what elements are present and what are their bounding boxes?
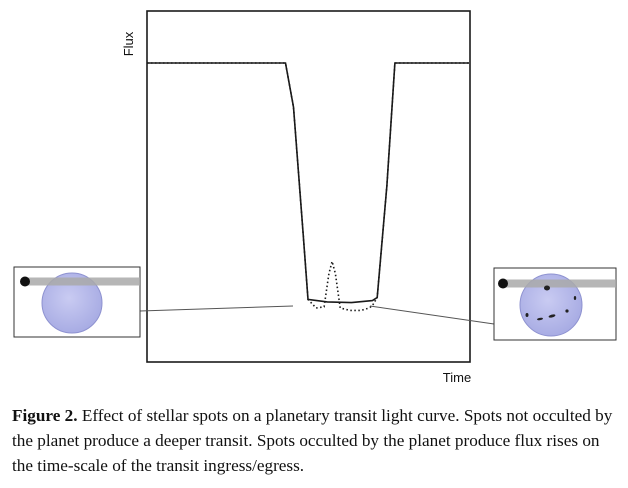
planet-track (503, 279, 616, 288)
stellar-spot (573, 296, 577, 300)
stellar-spot (565, 309, 569, 313)
connector-right (369, 305, 495, 325)
x-axis-label: Time (443, 370, 471, 385)
figure-label: Figure 2. (12, 406, 78, 425)
planet-track (25, 277, 140, 286)
star-disk (41, 272, 103, 334)
planet (20, 276, 30, 287)
light-curve-unspotted (147, 62, 469, 304)
stellar-spot (525, 313, 529, 317)
planet (498, 278, 508, 289)
stellar-spot (544, 285, 550, 291)
curves (147, 62, 469, 312)
figure-caption: Figure 2. Effect of stellar spots on a p… (12, 403, 620, 478)
inset-left (13, 266, 141, 338)
plot-area (146, 10, 471, 363)
stellar-spot (548, 314, 556, 318)
stellar-spot (537, 317, 543, 321)
figure: Flux Time (13, 10, 617, 385)
y-axis-label: Flux (121, 31, 136, 56)
connector-left (139, 305, 294, 312)
light-curve-spotted (147, 62, 469, 312)
caption-text: Effect of stellar spots on a planetary t… (12, 406, 613, 475)
inset-right (493, 267, 617, 341)
star-disk (519, 273, 583, 337)
